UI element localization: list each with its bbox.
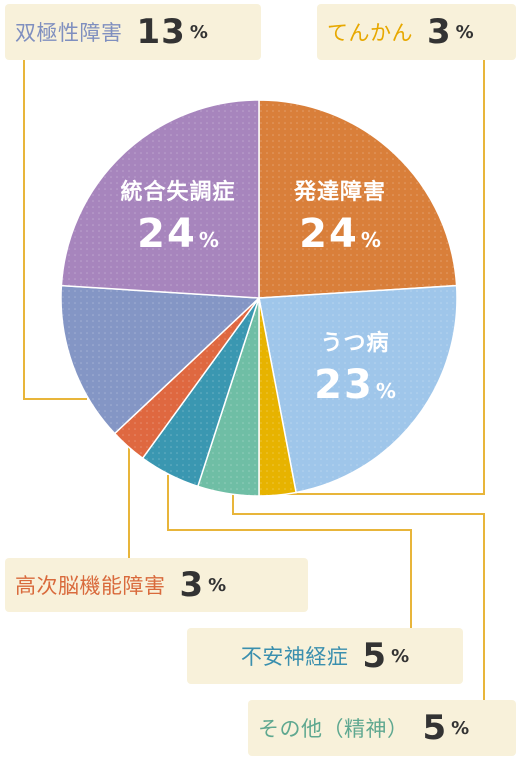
leader-line-other bbox=[232, 484, 485, 700]
pie-slice-texture-hattatsu bbox=[259, 100, 457, 298]
callout-value-tenkan: 3 bbox=[427, 12, 452, 52]
callout-value-kouji: 3 bbox=[179, 565, 205, 605]
leader-line-tenkan bbox=[275, 60, 485, 495]
callout-label-bipolar: 双極性障害 bbox=[15, 21, 123, 45]
callout-unit-tenkan: % bbox=[455, 21, 474, 43]
slice-value-tougou: 24 bbox=[137, 211, 197, 257]
pie-slice-texture-bipolar bbox=[61, 285, 259, 434]
leader-line-anxiety bbox=[167, 475, 412, 628]
callout-value-other: 5 bbox=[422, 708, 448, 748]
slice-label-hattatsu: 発達障害 24% bbox=[270, 180, 410, 257]
callout-other: その他（精神） 5 % bbox=[248, 700, 516, 756]
callout-unit-other: % bbox=[451, 717, 470, 739]
slice-value-utsu: 23 bbox=[314, 362, 374, 408]
leader-lines bbox=[23, 60, 485, 700]
slice-unit-hattatsu: % bbox=[360, 228, 381, 252]
pie-slice-texture-tougou bbox=[61, 100, 259, 298]
callout-label-tenkan: てんかん bbox=[327, 21, 413, 45]
callout-value-bipolar: 13 bbox=[136, 12, 186, 52]
callout-label-kouji: 高次脳機能障害 bbox=[15, 574, 166, 598]
pie-slice-texture-anxiety bbox=[142, 298, 259, 487]
callout-unit-kouji: % bbox=[208, 574, 227, 596]
callout-bipolar: 双極性障害 13 % bbox=[5, 4, 261, 60]
slice-unit-tougou: % bbox=[198, 228, 219, 252]
pie-slice-texture-tenkan bbox=[259, 298, 297, 496]
slice-name-hattatsu: 発達障害 bbox=[293, 180, 386, 205]
leader-line-bipolar bbox=[23, 60, 87, 400]
callout-unit-bipolar: % bbox=[189, 21, 208, 43]
pie-slice-texture-kouji bbox=[114, 298, 259, 459]
callout-anxiety: 不安神経症 5 % bbox=[187, 628, 463, 684]
callout-label-anxiety: 不安神経症 bbox=[240, 645, 349, 669]
callout-unit-anxiety: % bbox=[391, 645, 410, 667]
slice-label-tougou: 統合失調症 24% bbox=[98, 180, 258, 257]
callout-value-anxiety: 5 bbox=[362, 636, 388, 676]
slice-value-hattatsu: 24 bbox=[299, 211, 359, 257]
callout-label-other: その他（精神） bbox=[258, 717, 409, 741]
callout-kouji: 高次脳機能障害 3 % bbox=[5, 558, 308, 612]
slice-name-utsu: うつ病 bbox=[320, 331, 390, 356]
slice-label-utsu: うつ病 23% bbox=[285, 331, 425, 408]
callout-tenkan: てんかん 3 % bbox=[317, 4, 516, 60]
slice-name-tougou: 統合失調症 bbox=[120, 180, 236, 205]
slice-unit-utsu: % bbox=[375, 379, 396, 403]
pie-slice-texture-utsu bbox=[259, 285, 457, 493]
